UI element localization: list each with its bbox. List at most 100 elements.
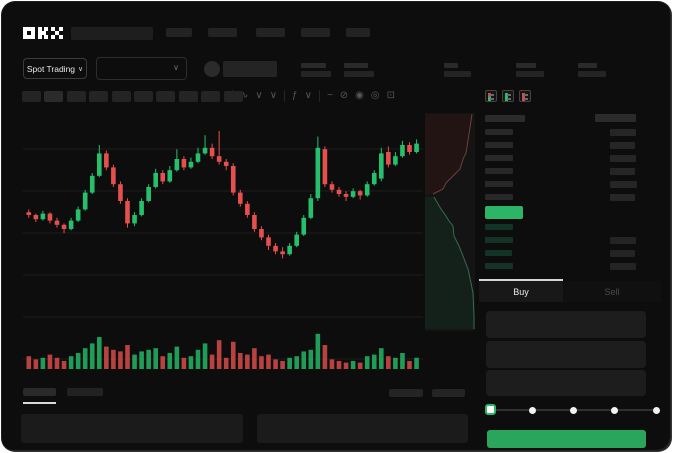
tab-buy[interactable]: Buy xyxy=(479,281,563,302)
slider-stop-dot[interactable] xyxy=(528,406,536,414)
timeframe-button-placeholder[interactable] xyxy=(156,91,176,102)
fullscreen-icon[interactable]: ⊡ xyxy=(386,90,396,101)
nav-item-placeholder[interactable] xyxy=(166,28,192,37)
nav-item-placeholder[interactable] xyxy=(208,28,237,37)
order-input-placeholder[interactable] xyxy=(486,341,646,368)
candlestick-chart[interactable] xyxy=(19,109,479,377)
market-type-selector[interactable]: Spot Trading ∨ xyxy=(23,58,87,79)
screenshot-icon[interactable]: ◉ xyxy=(355,90,364,101)
tab-sell[interactable]: Sell xyxy=(563,281,661,302)
volume-bar xyxy=(146,349,151,369)
volume-bar xyxy=(238,353,243,369)
indicators-icon[interactable]: ƒ xyxy=(292,90,298,101)
volume-bar xyxy=(104,346,109,369)
nav-item-placeholder[interactable] xyxy=(301,28,330,37)
candle-body xyxy=(209,147,215,157)
bottom-tab-placeholder[interactable] xyxy=(67,388,103,396)
candle-body xyxy=(132,215,137,224)
ask-price-placeholder[interactable] xyxy=(485,181,513,187)
candle-body xyxy=(259,229,264,238)
ask-price-placeholder[interactable] xyxy=(485,194,513,200)
interval-chevron-icon[interactable]: ∨ xyxy=(269,90,278,101)
candle-type-icon[interactable]: ∿ xyxy=(240,90,249,101)
compare-icon[interactable]: ⊘ xyxy=(339,90,349,101)
volume-bar xyxy=(33,359,39,369)
alert-icon[interactable]: ◎ xyxy=(370,90,380,101)
bottom-tab-placeholder[interactable] xyxy=(23,388,56,396)
bid-amount-placeholder[interactable] xyxy=(610,237,636,244)
line-tool-icon[interactable]: ~ xyxy=(326,90,333,101)
bid-price-placeholder[interactable] xyxy=(485,237,513,243)
ask-amount-placeholder[interactable] xyxy=(610,194,635,201)
bottom-action-placeholder[interactable] xyxy=(432,389,465,397)
amount-slider-handle[interactable] xyxy=(485,404,496,415)
volume-bar xyxy=(125,345,130,369)
orderbook-combined-view-icon[interactable] xyxy=(485,90,497,102)
timeframe-button-placeholder[interactable] xyxy=(66,91,86,102)
candle-body xyxy=(315,147,321,199)
timeframe-button-placeholder[interactable] xyxy=(201,91,221,102)
volume-bar xyxy=(350,361,356,369)
ask-amount-placeholder[interactable] xyxy=(610,155,636,162)
volume-bar xyxy=(26,356,32,369)
volume-bar xyxy=(97,337,102,369)
ask-price-placeholder[interactable] xyxy=(485,155,513,161)
volume-bar xyxy=(343,362,349,369)
volume-bar xyxy=(82,348,88,369)
slider-stop-dot[interactable] xyxy=(652,406,660,414)
volume-bar xyxy=(174,346,180,369)
ask-amount-placeholder[interactable] xyxy=(610,142,635,149)
bottom-action-placeholder[interactable] xyxy=(389,389,423,397)
buy-submit-button[interactable] xyxy=(487,430,646,448)
timeframe-button-placeholder[interactable] xyxy=(111,91,131,102)
volume-bar xyxy=(216,340,222,369)
bid-amount-placeholder[interactable] xyxy=(610,263,636,270)
candle-body xyxy=(33,215,39,220)
orderbook-bids-view-icon[interactable] xyxy=(502,90,514,102)
candle-body xyxy=(125,201,130,224)
bid-price-placeholder[interactable] xyxy=(485,224,513,230)
ask-amount-placeholder[interactable] xyxy=(610,129,636,136)
candle-body xyxy=(174,159,180,171)
candle-body xyxy=(294,234,299,246)
ask-amount-placeholder[interactable] xyxy=(610,168,635,175)
orderbook-asks-view-icon[interactable] xyxy=(519,90,531,102)
chevron-down-icon[interactable]: ∨ xyxy=(255,90,263,101)
volume-bar xyxy=(188,356,194,369)
volume-bar xyxy=(245,354,250,369)
bid-price-placeholder[interactable] xyxy=(485,263,513,269)
ask-price-placeholder[interactable] xyxy=(485,142,513,148)
candle-body xyxy=(139,201,144,215)
order-input-placeholder[interactable] xyxy=(486,311,646,338)
volume-bar xyxy=(266,354,271,369)
timeframe-button-placeholder[interactable] xyxy=(134,91,153,102)
bid-price-placeholder[interactable] xyxy=(485,250,512,256)
ask-amount-placeholder[interactable] xyxy=(610,181,637,188)
orders-panel-placeholder[interactable] xyxy=(21,414,243,443)
timeframe-button-placeholder[interactable] xyxy=(223,91,243,102)
timeframe-button-placeholder[interactable] xyxy=(44,91,64,102)
okx-logo[interactable] xyxy=(23,27,64,40)
bid-amount-placeholder[interactable] xyxy=(610,250,635,257)
nav-item-placeholder[interactable] xyxy=(346,28,370,37)
toolbar-divider xyxy=(318,90,320,102)
search-placeholder[interactable] xyxy=(71,27,153,40)
ask-price-placeholder[interactable] xyxy=(485,168,513,174)
candle-body xyxy=(111,167,116,185)
volume-bar xyxy=(195,349,201,369)
nav-item-placeholder[interactable] xyxy=(256,28,285,37)
order-input-placeholder[interactable] xyxy=(486,370,646,396)
chevron-down-icon[interactable]: ∨ xyxy=(304,90,312,101)
timeframe-button-placeholder[interactable] xyxy=(178,91,198,102)
history-panel-placeholder[interactable] xyxy=(257,414,468,443)
active-tab-indicator xyxy=(479,279,563,281)
slider-stop-dot[interactable] xyxy=(570,406,577,414)
candle-body xyxy=(343,194,349,197)
timeframe-button-placeholder[interactable] xyxy=(89,91,109,102)
ask-price-placeholder[interactable] xyxy=(485,129,513,135)
pair-selector-dropdown[interactable]: ∨ xyxy=(96,57,187,80)
candle-body xyxy=(47,213,53,221)
volume-bar xyxy=(181,357,187,369)
slider-stop-dot[interactable] xyxy=(611,406,619,414)
timeframe-button-placeholder[interactable] xyxy=(22,91,41,102)
